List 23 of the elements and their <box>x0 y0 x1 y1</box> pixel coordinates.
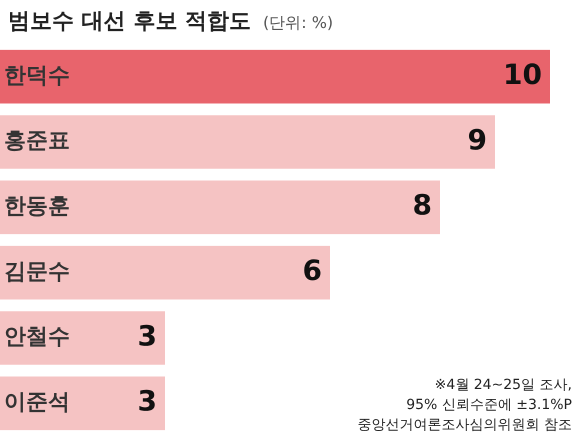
y-tick-label: 홍준표 <box>4 128 70 154</box>
annotation: ※4월 24~25일 조사, <box>434 376 572 395</box>
chart-subtitle: (단위: %) <box>262 13 334 32</box>
data-label: 8 <box>412 188 432 222</box>
bar <box>0 311 165 365</box>
y-tick-label: 한동훈 <box>4 194 70 220</box>
y-tick-label: 한덕수 <box>4 63 70 88</box>
y-tick-label: 안철수 <box>4 324 70 350</box>
bar <box>0 246 330 300</box>
bar <box>0 50 550 104</box>
bar <box>0 180 440 234</box>
data-label: 10 <box>503 58 542 91</box>
bar <box>0 376 165 430</box>
y-tick-label: 이준석 <box>4 390 70 416</box>
chart-title: 범보수 대선 후보 적합도 <box>8 9 251 34</box>
annotation: 중앙선거여론조사심의위원회 참조 <box>358 416 572 435</box>
y-tick-label: 김문수 <box>4 259 70 284</box>
annotation: 95% 신뢰수준에 ±3.1%P <box>405 396 572 415</box>
data-label: 6 <box>302 254 322 287</box>
bar <box>0 115 495 169</box>
data-label: 9 <box>468 123 487 156</box>
data-label: 3 <box>138 384 157 418</box>
data-label: 3 <box>138 319 157 352</box>
